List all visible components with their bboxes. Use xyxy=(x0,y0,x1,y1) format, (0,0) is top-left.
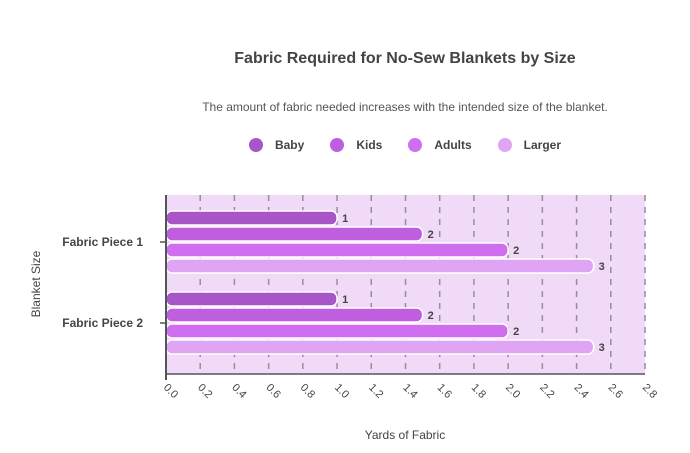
x-axis-title: Yards of Fabric xyxy=(365,428,445,442)
legend-swatch xyxy=(248,138,263,152)
bar-kids xyxy=(165,307,424,323)
x-tick-label: 1.6 xyxy=(435,382,454,401)
data-label: 1 xyxy=(342,294,348,306)
legend-label: Kids xyxy=(356,138,383,152)
y-axis-title: Blanket Size xyxy=(29,250,43,317)
legend-item-kids[interactable]: Kids xyxy=(330,138,382,152)
data-label: 3 xyxy=(599,342,605,354)
chart-legend: Baby Kids Adults Larger xyxy=(0,138,690,152)
x-tick-label: 2.6 xyxy=(606,382,625,401)
chart-title: Fabric Required for No-Sew Blankets by S… xyxy=(234,50,576,67)
legend-label: Baby xyxy=(274,138,305,152)
bar-larger xyxy=(165,339,595,355)
x-tick-label: 2.0 xyxy=(503,382,522,401)
x-tick-label: 2.2 xyxy=(537,382,556,401)
data-label: 1 xyxy=(342,213,348,225)
x-tick-label: 0.4 xyxy=(229,382,248,401)
legend-item-adults[interactable]: Adults xyxy=(408,138,472,152)
x-tick-label: 0.2 xyxy=(195,382,214,401)
x-tick-label: 1.4 xyxy=(400,382,419,401)
bar-baby xyxy=(165,291,338,307)
data-label: 2 xyxy=(428,310,434,322)
legend-swatch xyxy=(497,138,512,152)
data-label: 2 xyxy=(513,326,519,338)
data-label: 2 xyxy=(428,229,434,241)
legend-swatch xyxy=(408,138,423,152)
bar-larger xyxy=(165,258,595,274)
bar-kids xyxy=(165,226,424,242)
x-tick-label: 2.4 xyxy=(571,382,590,401)
legend-item-larger[interactable]: Larger xyxy=(497,138,562,152)
data-label: 2 xyxy=(513,245,519,257)
x-tick-label: 1.0 xyxy=(332,382,351,401)
legend-item-baby[interactable]: Baby xyxy=(248,138,305,152)
x-tick-label: 1.2 xyxy=(366,382,385,401)
bar-baby xyxy=(165,210,338,226)
y-category-label: Fabric Piece 1 xyxy=(62,235,143,249)
x-tick-label: 0.8 xyxy=(298,382,317,401)
x-tick-label: 2.8 xyxy=(640,382,659,401)
legend-label: Larger xyxy=(523,138,562,152)
x-tick-label: 0.0 xyxy=(161,382,180,401)
x-tick-label: 1.8 xyxy=(469,382,488,401)
y-category-label: Fabric Piece 2 xyxy=(62,316,143,330)
chart-subtitle: The amount of fabric needed increases wi… xyxy=(202,100,608,114)
legend-label: Adults xyxy=(434,138,472,152)
bar-adults xyxy=(165,323,509,339)
data-label: 3 xyxy=(599,261,605,273)
bar-adults xyxy=(165,242,509,258)
x-tick-label: 0.6 xyxy=(264,382,283,401)
legend-swatch xyxy=(330,138,345,152)
